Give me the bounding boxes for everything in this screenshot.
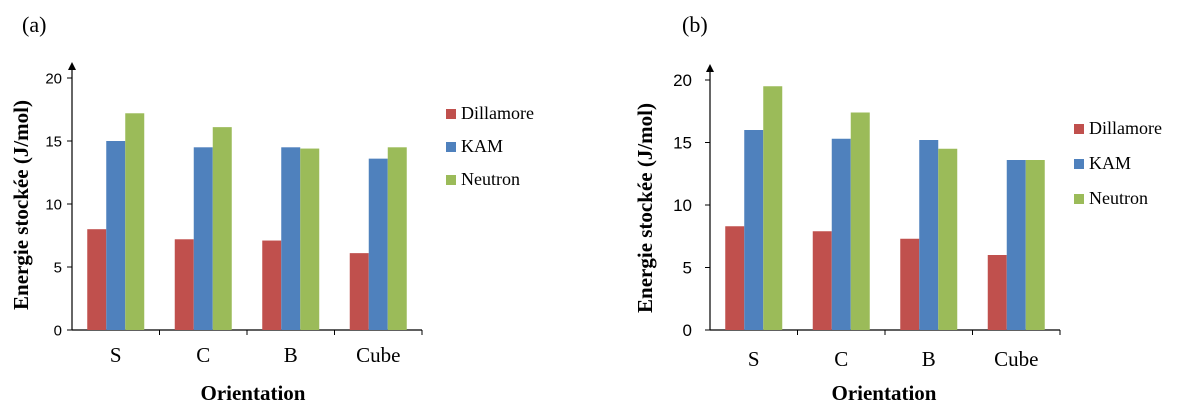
y-tick-label-a: 15 (45, 133, 62, 150)
legend-swatch-kam-b (1074, 159, 1084, 169)
chart-panel-a: (a) Energie stockée (J/mol) Orientation … (9, 12, 534, 405)
y-tick-label-a: 10 (45, 196, 62, 213)
legend-swatch-dillamore-a (446, 109, 456, 119)
panel-label-b: (b) (682, 12, 708, 37)
legend-swatch-dillamore-b (1074, 124, 1084, 134)
bar-kam-c-b (831, 138, 851, 330)
legend-label-neutron-b: Neutron (1089, 188, 1148, 208)
legend-label-kam-a: KAM (461, 136, 503, 156)
bar-dillamore-cube-b (987, 255, 1007, 330)
bar-kam-cube-a (368, 158, 388, 330)
bar-dillamore-b-a (262, 240, 282, 330)
legend-swatch-neutron-b (1074, 194, 1084, 204)
x-tick-label-b: B (922, 347, 936, 371)
legend-label-kam-b: KAM (1089, 153, 1131, 173)
y-axis-arrow-b (706, 64, 714, 72)
y-tick-label-b: 10 (673, 196, 692, 215)
x-tick-label-a: B (284, 343, 298, 367)
x-axis-title-a: Orientation (201, 381, 306, 405)
y-axis-arrow-a (68, 62, 76, 70)
bar-dillamore-c-a (174, 239, 194, 330)
bar-neutron-c-b (850, 112, 870, 330)
bar-neutron-b-a (300, 148, 320, 330)
bar-neutron-c-a (212, 127, 232, 330)
y-axis-title-a: Energie stockée (J/mol) (9, 100, 33, 310)
y-axis-title-b: Energie stockée (J/mol) (633, 103, 657, 313)
bar-kam-cube-b (1006, 160, 1026, 330)
y-tick-label-b: 0 (683, 321, 692, 340)
legend-swatch-neutron-a (446, 175, 456, 185)
bar-kam-s-a (106, 141, 126, 330)
bar-kam-c-a (193, 147, 213, 330)
bar-dillamore-c-b (812, 231, 832, 330)
legend-label-neutron-a: Neutron (461, 169, 520, 189)
legend-label-dillamore-b: Dillamore (1089, 118, 1162, 138)
y-tick-label-b: 5 (683, 258, 692, 277)
bar-kam-b-a (281, 147, 301, 330)
y-tick-label-a: 0 (54, 322, 62, 339)
legend-label-dillamore-a: Dillamore (461, 103, 534, 123)
bar-neutron-cube-b (1025, 160, 1045, 330)
panel-label-a: (a) (22, 12, 46, 37)
bar-dillamore-s-b (725, 226, 745, 330)
x-tick-label-b: S (748, 347, 760, 371)
chart-panel-b: (b) Energie stockée (J/mol) Orientation … (633, 12, 1162, 405)
bar-dillamore-b-b (900, 238, 920, 330)
bar-neutron-s-b (763, 86, 783, 330)
bar-kam-s-b (744, 130, 764, 330)
bar-neutron-cube-a (387, 147, 407, 330)
bar-dillamore-cube-a (349, 253, 369, 330)
x-tick-label-a: S (110, 343, 122, 367)
y-tick-label-a: 5 (54, 259, 62, 276)
x-tick-label-b: C (834, 347, 848, 371)
x-axis-title-b: Orientation (832, 381, 937, 405)
bar-neutron-b-b (938, 148, 958, 330)
y-tick-label-b: 15 (673, 133, 692, 152)
bar-neutron-s-a (125, 113, 145, 330)
x-tick-label-a: C (196, 343, 210, 367)
y-tick-label-a: 20 (45, 70, 62, 87)
x-tick-label-b: Cube (994, 347, 1038, 371)
legend-swatch-kam-a (446, 142, 456, 152)
x-tick-label-a: Cube (356, 343, 400, 367)
y-tick-label-b: 20 (673, 71, 692, 90)
bar-dillamore-s-a (87, 229, 107, 330)
bar-kam-b-b (919, 140, 939, 330)
